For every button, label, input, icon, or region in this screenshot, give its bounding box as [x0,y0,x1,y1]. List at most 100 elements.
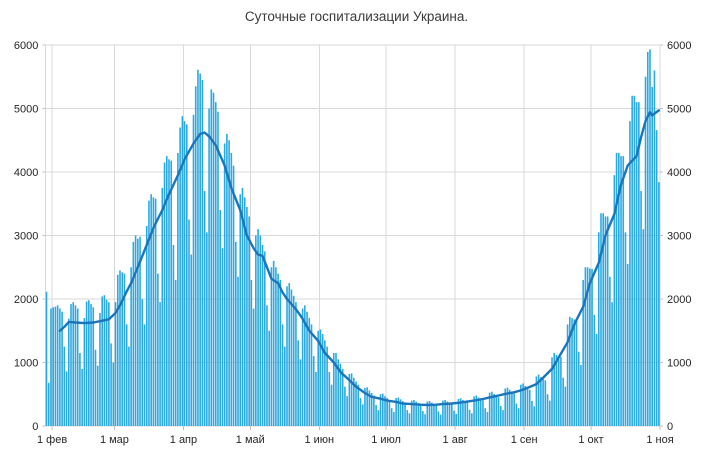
daily-bar [188,219,190,426]
daily-bar [370,392,373,426]
daily-bar [228,140,230,426]
daily-bar [319,329,322,426]
daily-bar [266,305,268,426]
daily-bar [194,86,197,427]
daily-bar [183,121,186,426]
daily-bar [373,395,375,426]
daily-bar [397,397,400,426]
daily-bar [424,414,426,426]
daily-bar [528,389,531,426]
y-tick-label-left: 5000 [14,104,38,116]
daily-bar [219,210,222,426]
daily-bar [591,269,593,426]
daily-bar [513,393,515,426]
daily-bar [433,403,435,426]
daily-bar [308,318,311,426]
daily-bar [279,279,282,426]
daily-bar [163,162,166,426]
daily-bar [464,401,466,426]
daily-bar [381,393,384,426]
daily-bar [577,351,580,426]
daily-bar [268,330,270,426]
daily-bar [450,403,453,426]
daily-bar [335,352,337,426]
daily-bar [624,232,627,426]
daily-bar [134,235,137,426]
daily-bar [606,216,609,426]
daily-bar [399,399,402,426]
daily-bar [437,411,440,426]
y-tick-label-left: 4000 [14,167,38,179]
daily-bar [629,121,631,426]
daily-bar [125,324,128,426]
daily-bar [116,274,119,426]
daily-bar [566,324,569,426]
daily-bar [56,305,59,426]
x-tick-label: 1 май [236,434,265,446]
daily-bar [54,306,57,426]
y-tick-label-right: 2000 [667,294,691,306]
daily-bar [493,393,495,426]
daily-bar [453,410,455,426]
daily-bar [522,383,524,426]
daily-bar [157,273,159,426]
daily-bar [237,276,239,426]
y-tick-label-right: 4000 [667,167,691,179]
daily-bar [488,392,491,426]
daily-bar [499,405,502,426]
daily-bar [275,267,277,426]
daily-bar [112,362,115,426]
daily-bar [283,346,286,426]
daily-bar [406,410,409,426]
daily-bar [230,152,233,426]
daily-bar [642,229,645,426]
daily-bar [377,410,380,426]
daily-bar [653,70,656,427]
daily-bar [159,302,161,426]
daily-bar [497,397,500,426]
daily-bar [341,368,344,426]
x-tick-label: 1 фев [37,434,67,446]
daily-bar [324,340,326,426]
daily-bar [506,387,509,426]
daily-bar [92,307,95,426]
chart-title: Суточные госпитализации Украина. [244,9,469,24]
daily-bar [626,264,629,426]
daily-bar [199,73,201,426]
daily-bar [357,384,360,426]
daily-bar [455,413,458,426]
daily-bar [504,388,507,426]
daily-bar [350,373,353,426]
y-tick-label-left: 6000 [14,40,38,52]
daily-bar [486,412,489,426]
daily-bar [179,127,181,427]
daily-bar [321,333,324,426]
daily-bar [243,197,246,426]
daily-bar [471,413,473,426]
daily-bar [595,333,598,426]
daily-bar [615,152,618,426]
daily-bar [108,302,110,426]
daily-bar [90,304,92,426]
daily-bar [584,267,587,426]
daily-bar [384,396,386,426]
daily-bar [366,387,368,426]
daily-bar [255,235,257,426]
x-tick-label: 1 июн [304,434,334,446]
daily-bar [281,324,284,426]
daily-bar [272,260,275,426]
daily-bar [515,403,518,426]
daily-bar [70,304,72,426]
daily-bar [533,406,535,426]
x-tick-label: 1 ноя [646,434,673,446]
daily-bar [83,318,86,426]
daily-bar [635,102,638,427]
daily-bar [477,397,480,426]
moving-average-line [58,109,661,407]
daily-bar [388,399,391,426]
daily-bar [422,411,424,426]
daily-bar [484,408,486,426]
daily-bar [217,111,219,427]
daily-bar [462,399,464,426]
